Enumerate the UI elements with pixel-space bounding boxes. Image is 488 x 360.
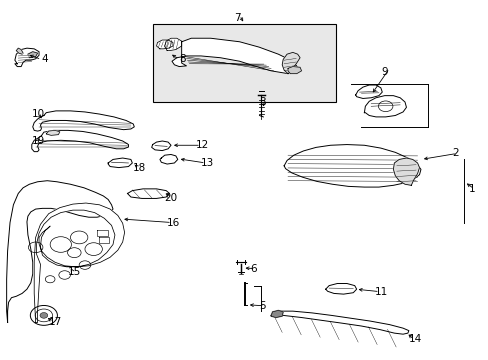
Text: 17: 17 bbox=[49, 317, 62, 327]
Text: 12: 12 bbox=[196, 140, 209, 150]
Text: 6: 6 bbox=[250, 264, 256, 274]
Text: 18: 18 bbox=[133, 163, 146, 172]
Text: 10: 10 bbox=[32, 109, 45, 120]
Polygon shape bbox=[7, 181, 113, 323]
Polygon shape bbox=[151, 141, 171, 150]
Text: 2: 2 bbox=[451, 148, 458, 158]
Text: 13: 13 bbox=[201, 158, 214, 168]
Polygon shape bbox=[32, 130, 128, 152]
Text: 11: 11 bbox=[374, 287, 387, 297]
Text: 20: 20 bbox=[164, 193, 178, 203]
Text: 7: 7 bbox=[233, 13, 240, 23]
Polygon shape bbox=[284, 145, 420, 187]
Text: 9: 9 bbox=[381, 67, 387, 77]
Polygon shape bbox=[108, 158, 132, 168]
Polygon shape bbox=[325, 283, 356, 294]
Bar bbox=[152, 24, 336, 102]
Polygon shape bbox=[33, 111, 134, 131]
Polygon shape bbox=[34, 203, 124, 323]
Text: 8: 8 bbox=[179, 54, 185, 64]
Polygon shape bbox=[160, 154, 178, 164]
Polygon shape bbox=[282, 53, 300, 74]
Polygon shape bbox=[270, 311, 408, 334]
Polygon shape bbox=[46, 130, 60, 135]
Text: 15: 15 bbox=[68, 267, 81, 277]
Polygon shape bbox=[16, 48, 23, 54]
Polygon shape bbox=[127, 189, 169, 198]
Polygon shape bbox=[270, 310, 283, 318]
Text: 14: 14 bbox=[408, 334, 421, 345]
Text: 16: 16 bbox=[167, 217, 180, 228]
Polygon shape bbox=[15, 48, 39, 67]
Polygon shape bbox=[164, 38, 181, 51]
Polygon shape bbox=[364, 96, 406, 117]
Polygon shape bbox=[156, 40, 173, 49]
Text: 3: 3 bbox=[259, 97, 265, 107]
Text: 5: 5 bbox=[259, 301, 265, 311]
Polygon shape bbox=[28, 52, 38, 58]
Polygon shape bbox=[287, 67, 301, 74]
Polygon shape bbox=[172, 38, 297, 74]
Text: 19: 19 bbox=[32, 136, 45, 146]
Polygon shape bbox=[355, 85, 382, 99]
Circle shape bbox=[40, 312, 48, 318]
Text: 1: 1 bbox=[468, 184, 475, 194]
Polygon shape bbox=[393, 158, 419, 185]
Text: 4: 4 bbox=[41, 54, 48, 64]
